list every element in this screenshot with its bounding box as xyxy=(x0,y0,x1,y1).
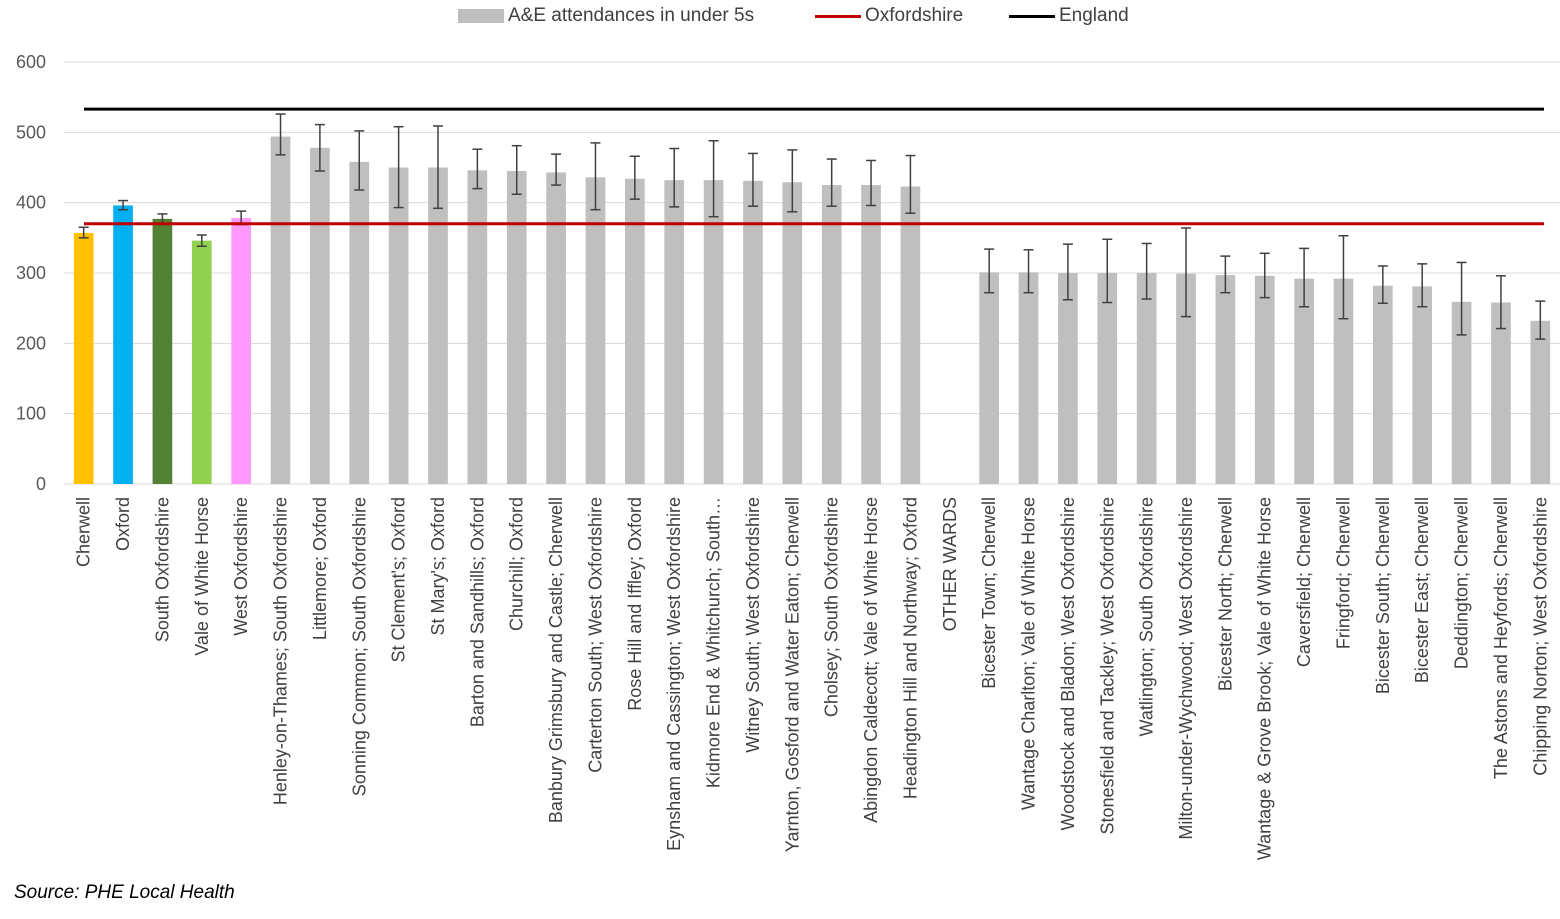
bar xyxy=(1058,273,1078,484)
x-tick-label: The Astons and Heyfords; Cherwell xyxy=(1491,497,1511,779)
legend-label-bars: A&E attendances in under 5s xyxy=(508,5,755,26)
bar xyxy=(1018,272,1039,484)
bar xyxy=(1294,278,1314,484)
bar xyxy=(349,161,370,484)
x-tick-label: Henley-on-Thames; South Oxfordshire xyxy=(271,497,291,805)
legend-item-bars: A&E attendances in under 5s xyxy=(458,5,754,27)
bar xyxy=(546,172,566,484)
bar xyxy=(900,186,921,485)
bar xyxy=(1254,275,1275,484)
x-tick-label: Stonesfield and Tackley; West Oxfordshir… xyxy=(1097,497,1117,835)
x-tick-label: Vale of White Horse xyxy=(192,497,212,656)
y-tick-label: 400 xyxy=(16,193,46,213)
legend-label-england: England xyxy=(1059,5,1129,26)
y-tick-label: 500 xyxy=(16,122,46,142)
x-tick-label: Churchill; Oxford xyxy=(507,497,527,631)
bar xyxy=(1215,275,1236,484)
bar xyxy=(703,180,724,484)
bar xyxy=(467,170,488,484)
y-tick-label: 600 xyxy=(16,52,46,72)
x-tick-label: Sonning Common; South Oxfordshire xyxy=(349,497,369,796)
x-tick-label: South Oxfordshire xyxy=(152,497,172,642)
bar xyxy=(585,177,606,484)
x-tick-label: Oxford xyxy=(113,497,133,551)
bar xyxy=(782,182,803,484)
bar xyxy=(1373,285,1393,484)
x-tick-label: Bicester South; Cherwell xyxy=(1373,497,1393,694)
x-tick-label: Rose Hill and Iffley; Oxford xyxy=(625,497,645,711)
x-tick-label: Fringford; Cherwell xyxy=(1333,497,1353,649)
bar xyxy=(1451,301,1472,484)
x-tick-label: St Mary's; Oxford xyxy=(428,497,448,635)
bar xyxy=(73,232,94,484)
x-tick-label: Carterton South; West Oxfordshire xyxy=(585,497,605,773)
bar xyxy=(1097,273,1118,484)
bar xyxy=(821,185,842,485)
legend: A&E attendances in under 5s Oxfordshire … xyxy=(0,5,1560,29)
legend-swatch-england xyxy=(1009,14,1055,18)
x-tick-label: Bicester North; Cherwell xyxy=(1215,497,1235,691)
bar xyxy=(1136,273,1157,484)
bar xyxy=(191,240,212,484)
x-tick-label: Banbury Grimsbury and Castle; Cherwell xyxy=(546,497,566,823)
x-tick-label: Cherwell xyxy=(74,497,94,567)
x-tick-label: Wantage Charlton; Vale of White Horse xyxy=(1019,497,1039,810)
x-tick-label: Woodstock and Bladon; West Oxfordshire xyxy=(1058,497,1078,831)
y-tick-label: 200 xyxy=(16,333,46,353)
bar xyxy=(861,185,881,485)
x-tick-label: St Clement's; Oxford xyxy=(389,497,409,663)
x-tick-label: Headington Hill and Northway; Oxford xyxy=(900,497,920,799)
y-tick-label: 100 xyxy=(16,404,46,424)
x-tick-label: OTHER WARDS xyxy=(940,497,960,631)
x-tick-label: Milton-under-Wychwood; West Oxfordshire xyxy=(1176,497,1196,840)
legend-item-oxfordshire: Oxfordshire xyxy=(815,5,963,27)
y-tick-label: 0 xyxy=(36,474,46,494)
bar xyxy=(1176,273,1196,484)
legend-label-oxfordshire: Oxfordshire xyxy=(865,5,964,26)
x-tick-label: Bicester East; Cherwell xyxy=(1412,497,1432,683)
legend-item-england: England xyxy=(1009,5,1129,27)
x-tick-label: Abingdon Caldecott; Vale of White Horse xyxy=(861,497,881,823)
y-tick-label: 300 xyxy=(16,263,46,283)
x-tick-label: Watlington; South Oxfordshire xyxy=(1137,497,1157,736)
bar xyxy=(152,218,173,485)
x-tick-label: Caversfield; Cherwell xyxy=(1294,497,1314,667)
x-tick-label: Witney South; West Oxfordshire xyxy=(743,497,763,753)
legend-swatch-bars xyxy=(458,9,504,23)
bar xyxy=(625,178,645,484)
bar xyxy=(388,167,409,484)
bar xyxy=(743,180,763,484)
bar xyxy=(428,167,448,484)
x-tick-label: Deddington; Cherwell xyxy=(1452,497,1472,669)
x-tick-label: Chipping Norton; West Oxfordshire xyxy=(1530,497,1550,776)
bar xyxy=(270,136,291,484)
bar xyxy=(1333,278,1354,484)
legend-swatch-oxfordshire xyxy=(815,14,861,18)
x-tick-label: Cholsey; South Oxfordshire xyxy=(822,497,842,717)
bar xyxy=(1412,286,1433,484)
bar xyxy=(1530,320,1551,484)
bar xyxy=(1491,302,1511,484)
bar xyxy=(310,147,330,484)
bar xyxy=(231,218,251,484)
x-tick-label: Eynsham and Cassington; West Oxfordshire xyxy=(664,497,684,851)
x-tick-label: West Oxfordshire xyxy=(231,497,251,636)
x-tick-label: Yarnton, Gosford and Water Eaton; Cherwe… xyxy=(782,497,802,852)
x-tick-label: Kidmore End & Whitchurch; South… xyxy=(704,497,724,788)
source-note: Source: PHE Local Health xyxy=(14,882,235,903)
x-tick-label: Wantage & Grove Brook; Vale of White Hor… xyxy=(1255,497,1275,860)
bar xyxy=(506,171,527,484)
x-tick-label: Bicester Town; Cherwell xyxy=(979,497,999,689)
bar xyxy=(979,272,999,484)
x-tick-label: Littlemore; Oxford xyxy=(310,497,330,640)
x-tick-label: Barton and Sandhills; Oxford xyxy=(467,497,487,727)
bar xyxy=(113,205,133,485)
bar xyxy=(664,180,685,484)
